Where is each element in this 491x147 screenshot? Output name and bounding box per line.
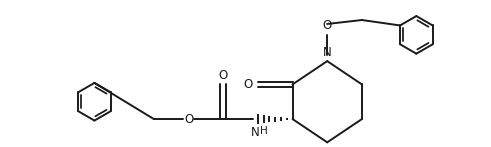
Text: O: O: [323, 19, 332, 32]
Text: N: N: [251, 127, 260, 140]
Text: H: H: [260, 127, 268, 137]
Text: O: O: [218, 69, 228, 82]
Text: N: N: [323, 46, 331, 59]
Text: O: O: [244, 78, 253, 91]
Text: O: O: [184, 113, 193, 126]
